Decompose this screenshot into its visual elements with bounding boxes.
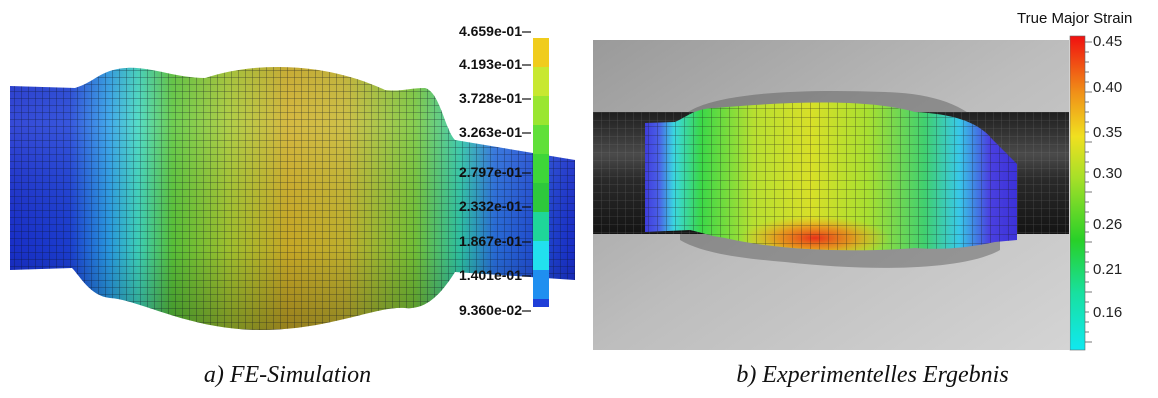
experiment-colorbar — [1069, 35, 1092, 351]
fe-simulation-figure — [10, 31, 575, 331]
colorbar-tick-label: 0.16 — [1093, 304, 1123, 321]
fe-legend-label: 2.332e-01 — [458, 198, 522, 214]
fe-legend-swatch — [533, 270, 549, 299]
colorbar-tick-label: 0.45 — [1093, 33, 1123, 50]
fe-legend-swatch — [533, 299, 549, 307]
fe-legend-label: 4.193e-01 — [458, 56, 522, 72]
fe-simulation-caption: a) FE-Simulation — [203, 362, 372, 388]
fe-legend-swatch — [533, 38, 549, 67]
fe-legend-label: 3.728e-01 — [458, 90, 522, 106]
experiment-caption: b) Experimentelles Ergebnis — [736, 362, 1009, 388]
fe-legend-label: 1.401e-01 — [458, 267, 522, 283]
colorbar-tick-label: 0.30 — [1093, 165, 1123, 182]
fe-legend-label: 2.797e-01 — [458, 164, 522, 180]
colorbar-tick-label: 0.35 — [1093, 124, 1123, 141]
fe-legend-swatch — [533, 241, 549, 270]
fe-legend-label: 1.867e-01 — [458, 233, 522, 249]
fe-simulation-panel: 4.659e-01 4.193e-01 3.728e-01 3.263e-01 … — [0, 0, 575, 355]
colorbar-tick-label: 0.26 — [1093, 216, 1123, 233]
experiment-figure — [593, 35, 1092, 351]
colorbar-tick-label: 0.21 — [1093, 261, 1123, 278]
fe-legend-swatch — [533, 67, 549, 96]
fe-color-legend — [522, 31, 549, 312]
fe-legend-label: 4.659e-01 — [458, 23, 522, 39]
fe-legend-swatch — [533, 125, 549, 154]
fe-legend-label: 9.360e-02 — [458, 302, 522, 318]
fe-legend-swatch — [533, 96, 549, 125]
fe-legend-swatch — [533, 212, 549, 241]
colorbar-tick-label: 0.40 — [1093, 79, 1123, 96]
fe-legend-label: 3.263e-01 — [458, 124, 522, 140]
fe-legend-swatch — [533, 154, 549, 183]
colorbar-title: True Major Strain — [1017, 10, 1133, 27]
strain-field-overlay — [645, 102, 1017, 251]
fe-legend-swatch — [533, 183, 549, 212]
experiment-panel: True Major Strain 0.45 0.40 0.35 0.30 0.… — [585, 0, 1158, 355]
